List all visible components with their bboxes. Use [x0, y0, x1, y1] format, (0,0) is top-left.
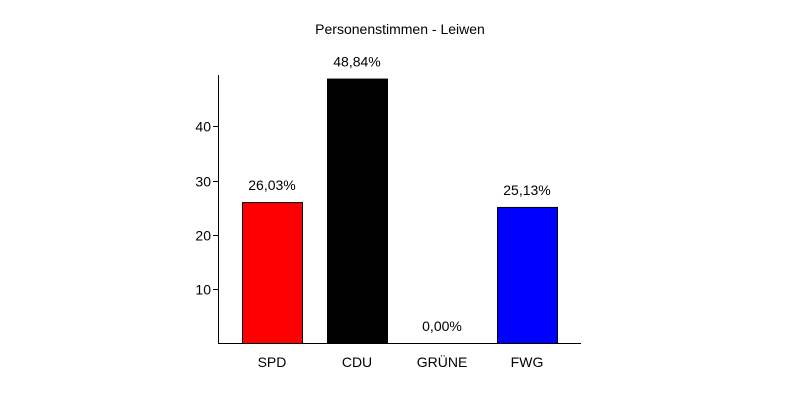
value-labels: 26,03% 48,84% 0,00% 25,13% — [248, 54, 550, 334]
data-label: 48,84% — [333, 54, 380, 70]
x-tick-label: SPD — [258, 354, 287, 370]
bars — [242, 78, 558, 344]
bar-fwg — [497, 206, 558, 344]
x-tick-label: FWG — [511, 354, 544, 370]
y-tick-label: 20 — [195, 228, 211, 244]
bar-cdu — [327, 78, 388, 344]
data-label: 26,03% — [248, 177, 295, 193]
data-label: 0,00% — [422, 318, 462, 334]
y-axis: 10 20 30 40 — [195, 75, 219, 343]
x-axis: SPD CDU GRÜNE FWG — [218, 343, 581, 370]
y-tick-label: 10 — [195, 282, 211, 298]
chart-title: Personenstimmen - Leiwen — [315, 21, 485, 37]
y-tick-label: 40 — [195, 119, 211, 135]
bar-spd — [242, 202, 303, 344]
y-tick-label: 30 — [195, 174, 211, 190]
data-label: 25,13% — [503, 182, 550, 198]
x-tick-label: GRÜNE — [417, 353, 468, 370]
x-tick-label: CDU — [342, 354, 372, 370]
